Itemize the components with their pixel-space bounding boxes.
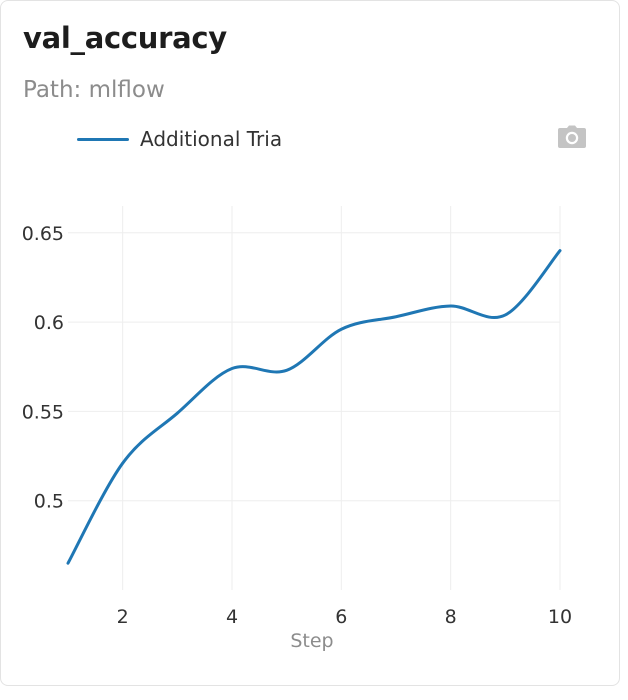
chart-card: val_accuracy Path: mlflow Additional Tri… [0, 0, 620, 686]
x-tick-label: 4 [226, 606, 238, 628]
legend-label: Additional Tria [140, 127, 283, 151]
y-tick-label: 0.55 [22, 401, 64, 423]
legend-swatch [77, 137, 129, 141]
chart-title: val_accuracy [23, 21, 227, 55]
x-tick-label: 6 [335, 606, 347, 628]
y-tick-label: 0.65 [22, 223, 64, 245]
camera-icon[interactable] [557, 125, 587, 149]
series-layer [66, 249, 562, 565]
x-tick-label: 10 [548, 606, 572, 628]
tick-labels: 2 4 6 8 10 0.5 0.55 0.6 0.65 [22, 223, 572, 628]
legend[interactable]: Additional Tria [77, 127, 282, 151]
chart-subtitle: Path: mlflow [23, 77, 165, 103]
gridlines [68, 206, 561, 590]
y-tick-label: 0.5 [34, 491, 64, 513]
y-tick-label: 0.6 [34, 312, 64, 334]
x-axis-title: Step [290, 630, 333, 652]
series-line[interactable] [66, 249, 562, 565]
x-tick-label: 2 [117, 606, 129, 628]
x-tick-label: 8 [445, 606, 457, 628]
